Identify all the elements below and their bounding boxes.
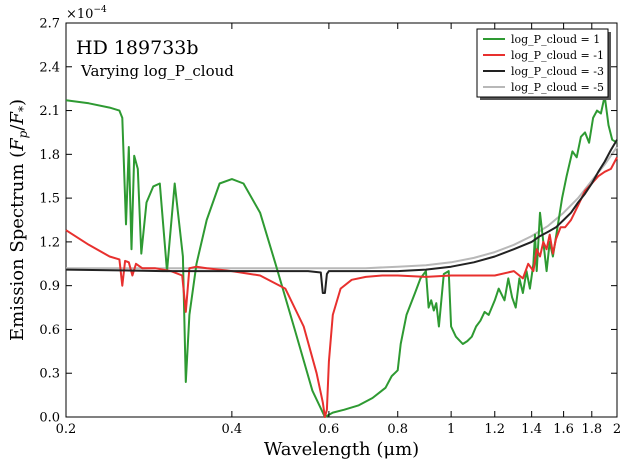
y-tick-label: 0.0: [39, 411, 60, 426]
x-tick-label: 0.2: [56, 422, 77, 437]
y-tick-label: 0.9: [39, 279, 60, 294]
y-tick-label: 0.3: [39, 367, 60, 382]
axis-tick-labels: 0.2 0.4 0.6 0.8 1 1.2 1.4 1.6 1.8 2 0.0 0.3 0.6 0.9 1.…: [39, 17, 621, 438]
legend-label: log_P_cloud = 1: [511, 33, 600, 46]
x-tick-label: 0.6: [319, 422, 340, 437]
y-label-slash: /: [7, 124, 28, 131]
y-tick-label: 2.1: [39, 104, 60, 119]
y-tick-label: 0.6: [39, 323, 60, 338]
y-tick-label: 2.7: [39, 17, 60, 32]
y-tick-label: 1.2: [39, 235, 60, 250]
x-tick-label: 1.8: [581, 422, 602, 437]
x-tick-label: 0.4: [222, 422, 243, 437]
series-line-3: [65, 139, 618, 294]
x-tick-label: 1: [447, 422, 455, 437]
y-tick-label: 1.8: [39, 148, 60, 163]
y-label-fp: F: [7, 137, 28, 152]
y-axis-multiplier: ×10−4: [66, 5, 107, 22]
x-tick-label: 1.2: [484, 422, 505, 437]
plot-area-frame: [65, 22, 618, 418]
x-tick-label: 1.6: [553, 422, 574, 437]
y-label-prefix: Emission Spectrum (: [7, 151, 28, 341]
x-axis-label: Wavelength (μm): [264, 439, 419, 460]
series-line-1: [65, 95, 618, 418]
y-tick-label: 2.4: [39, 60, 60, 75]
y-label-suffix: ): [7, 99, 28, 106]
y-multiplier-base: ×10: [66, 7, 93, 22]
legend-items: log_P_cloud = 1 log_P_cloud = -1 log_P_clo…: [483, 33, 604, 94]
series-line-2: [65, 156, 618, 418]
y-label-star-sub: *: [16, 106, 30, 112]
legend-label: log_P_cloud = -1: [511, 49, 604, 62]
y-multiplier-exponent: −4: [93, 5, 107, 15]
legend-box: [476, 28, 609, 98]
chart-subtitle: Varying log_P_cloud: [80, 62, 234, 80]
legend-label: log_P_cloud = -3: [511, 65, 604, 78]
x-tick-label: 1.4: [521, 422, 542, 437]
legend: log_P_cloud = 1 log_P_cloud = -1 log_P_clo…: [476, 28, 611, 100]
y-tick-label: 1.5: [39, 192, 60, 207]
legend-label: log_P_cloud = -5: [511, 81, 604, 94]
chart-title: HD 189733b: [76, 37, 199, 59]
axis-ticks: [65, 22, 618, 418]
y-label-p-sub: p: [16, 130, 30, 138]
y-axis-label: Emission Spectrum (Fp/F*): [7, 99, 30, 341]
y-label-fs: F: [7, 111, 28, 126]
x-tick-label: 0.8: [387, 422, 408, 437]
series-line-4: [66, 146, 618, 270]
series-lines: [65, 95, 618, 418]
x-tick-label: 2: [613, 422, 621, 437]
